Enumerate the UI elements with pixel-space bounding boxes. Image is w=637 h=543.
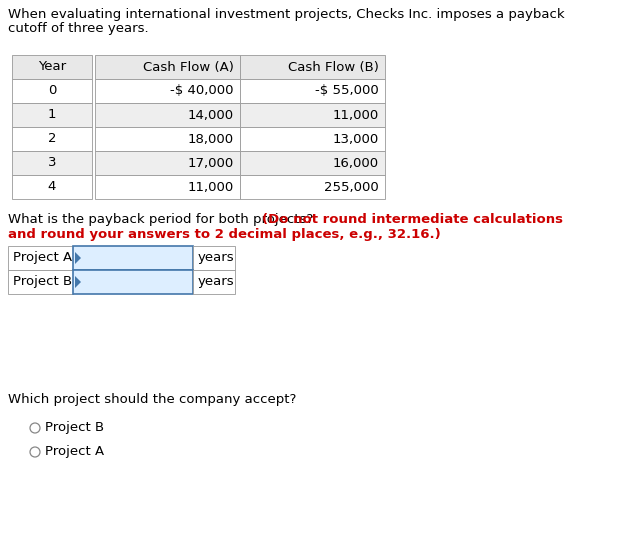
Bar — [240, 127, 385, 151]
Bar — [95, 55, 240, 79]
Text: 16,000: 16,000 — [333, 156, 379, 169]
Bar — [240, 103, 385, 127]
Bar — [193, 270, 235, 294]
Text: Project B: Project B — [13, 275, 72, 288]
Polygon shape — [75, 252, 81, 264]
Bar — [12, 55, 92, 79]
Polygon shape — [75, 276, 81, 288]
Text: What is the payback period for both projects?: What is the payback period for both proj… — [8, 213, 317, 226]
Bar — [95, 103, 240, 127]
Text: years: years — [198, 275, 234, 288]
Bar — [240, 55, 385, 79]
Text: cutoff of three years.: cutoff of three years. — [8, 22, 148, 35]
Bar — [95, 175, 240, 199]
Text: and round your answers to 2 decimal places, e.g., 32.16.): and round your answers to 2 decimal plac… — [8, 228, 441, 241]
Text: 14,000: 14,000 — [188, 109, 234, 122]
Bar — [240, 79, 385, 103]
Text: 2: 2 — [48, 132, 56, 146]
Text: When evaluating international investment projects, Checks Inc. imposes a payback: When evaluating international investment… — [8, 8, 564, 21]
Text: Project A: Project A — [45, 445, 104, 458]
Text: -$ 40,000: -$ 40,000 — [171, 85, 234, 98]
Text: -$ 55,000: -$ 55,000 — [315, 85, 379, 98]
Text: 255,000: 255,000 — [324, 180, 379, 193]
Bar — [12, 151, 92, 175]
Text: 3: 3 — [48, 156, 56, 169]
Text: Cash Flow (B): Cash Flow (B) — [288, 60, 379, 73]
Bar — [240, 175, 385, 199]
Bar — [8, 246, 73, 270]
Text: 18,000: 18,000 — [188, 132, 234, 146]
Text: Cash Flow (A): Cash Flow (A) — [143, 60, 234, 73]
Bar — [73, 270, 193, 294]
Bar — [12, 127, 92, 151]
Bar — [12, 79, 92, 103]
Text: 11,000: 11,000 — [333, 109, 379, 122]
Bar — [193, 246, 235, 270]
Bar — [95, 79, 240, 103]
Text: Which project should the company accept?: Which project should the company accept? — [8, 393, 296, 406]
Bar — [12, 103, 92, 127]
Bar — [240, 151, 385, 175]
Text: 17,000: 17,000 — [188, 156, 234, 169]
Text: (Do not round intermediate calculations: (Do not round intermediate calculations — [262, 213, 563, 226]
Bar — [8, 270, 73, 294]
Text: years: years — [198, 251, 234, 264]
Text: 4: 4 — [48, 180, 56, 193]
Bar — [95, 127, 240, 151]
Text: Project B: Project B — [45, 421, 104, 434]
Text: 11,000: 11,000 — [188, 180, 234, 193]
Text: 13,000: 13,000 — [333, 132, 379, 146]
Bar — [95, 151, 240, 175]
Bar — [12, 175, 92, 199]
Text: Year: Year — [38, 60, 66, 73]
Text: Project A: Project A — [13, 251, 72, 264]
Bar — [73, 246, 193, 270]
Text: 0: 0 — [48, 85, 56, 98]
Text: 1: 1 — [48, 109, 56, 122]
